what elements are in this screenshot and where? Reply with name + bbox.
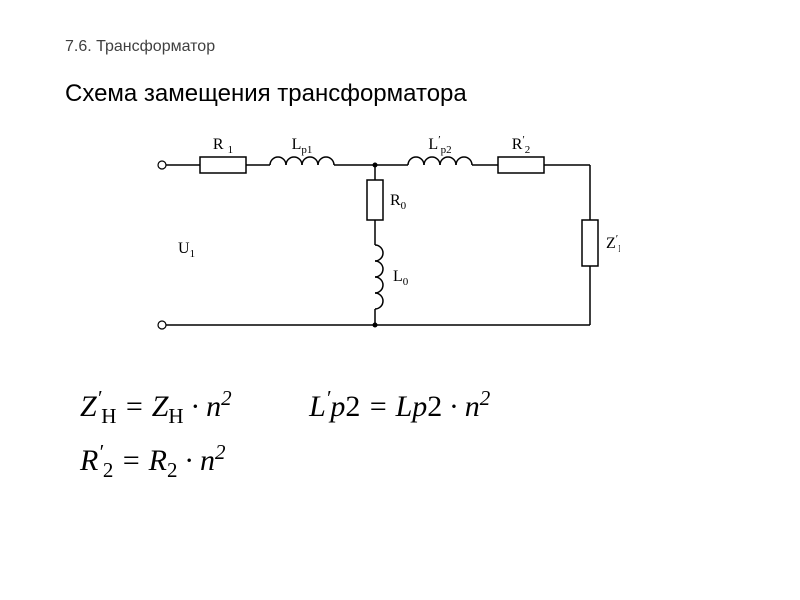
formula-ZH: Z′Н = ZН · n2 xyxy=(80,390,232,424)
transformer-circuit-diagram: R 1 Lp1 xyxy=(150,125,620,355)
label-R1: R 1 xyxy=(213,136,233,156)
label-L0: L0 xyxy=(393,268,409,288)
label-ZH: Z′Н xyxy=(606,233,620,255)
inductor-L0 xyxy=(375,245,383,309)
page-title: Схема замещения трансформатора xyxy=(65,80,467,108)
formula-R2: R′2 = R2 · n2 xyxy=(80,444,226,478)
section-header: 7.6. Трансформатор xyxy=(65,38,215,56)
inductor-Lp1 xyxy=(270,157,334,165)
inductor-Lp2 xyxy=(408,157,472,165)
label-R0: R0 xyxy=(390,192,407,212)
label-Lp1: Lp1 xyxy=(292,136,313,156)
label-U1: U1 xyxy=(178,240,195,260)
label-R2: R′2 xyxy=(512,134,531,156)
formulas-block: Z′Н = ZН · n2 L′p2 = Lp2 · n2 R′2 = R2 ·… xyxy=(80,390,490,498)
label-Lp2: L′p2 xyxy=(428,134,451,156)
formula-Lp2: L′p2 = Lp2 · n2 xyxy=(309,390,490,424)
